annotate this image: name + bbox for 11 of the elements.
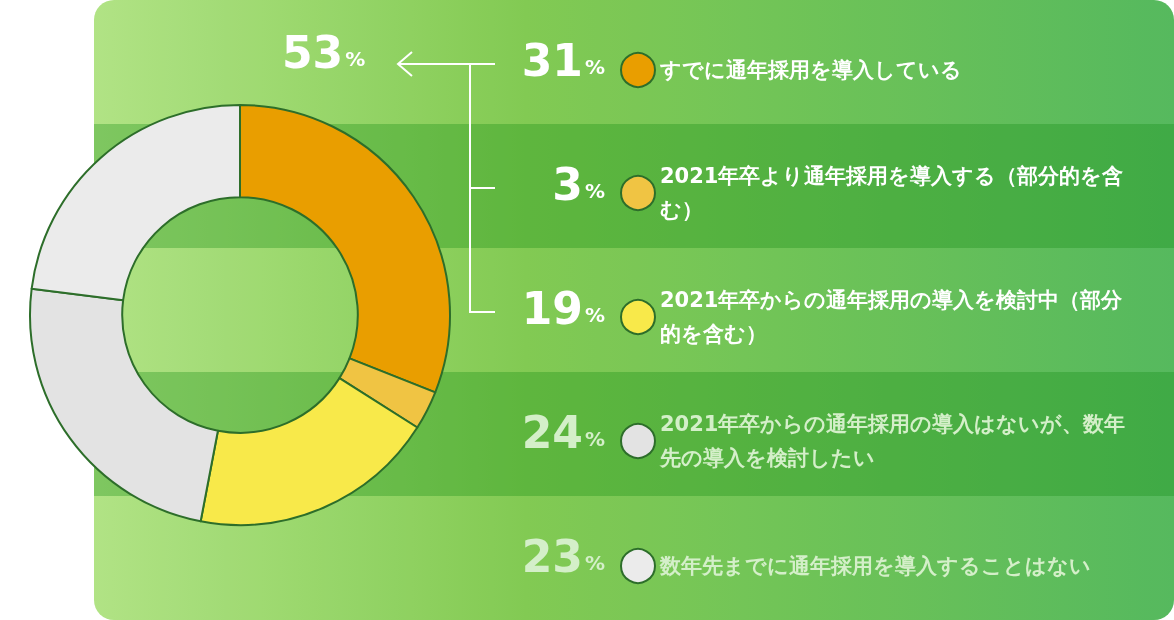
data-label: 23%: [521, 530, 606, 582]
text: 53%: [282, 26, 366, 78]
legend-label: すでに通年採用を導入している: [659, 58, 962, 82]
legend-label: 2021年卒からの通年採用の導入を検討中（部分的を含む）: [660, 288, 1124, 346]
data-label: 3%: [552, 158, 606, 210]
data-label: 31%: [521, 34, 606, 86]
data-label: 19%: [521, 282, 606, 334]
legend-label: 2021年卒より通年採用を導入する（部分的を含む）: [660, 164, 1124, 222]
legend-label: 数年先までに通年採用を導入することはない: [659, 554, 1091, 578]
data-label: 24%: [521, 406, 606, 458]
legend-label: 2021年卒からの通年採用の導入はないが、数年先の導入を検討したい: [659, 412, 1126, 470]
